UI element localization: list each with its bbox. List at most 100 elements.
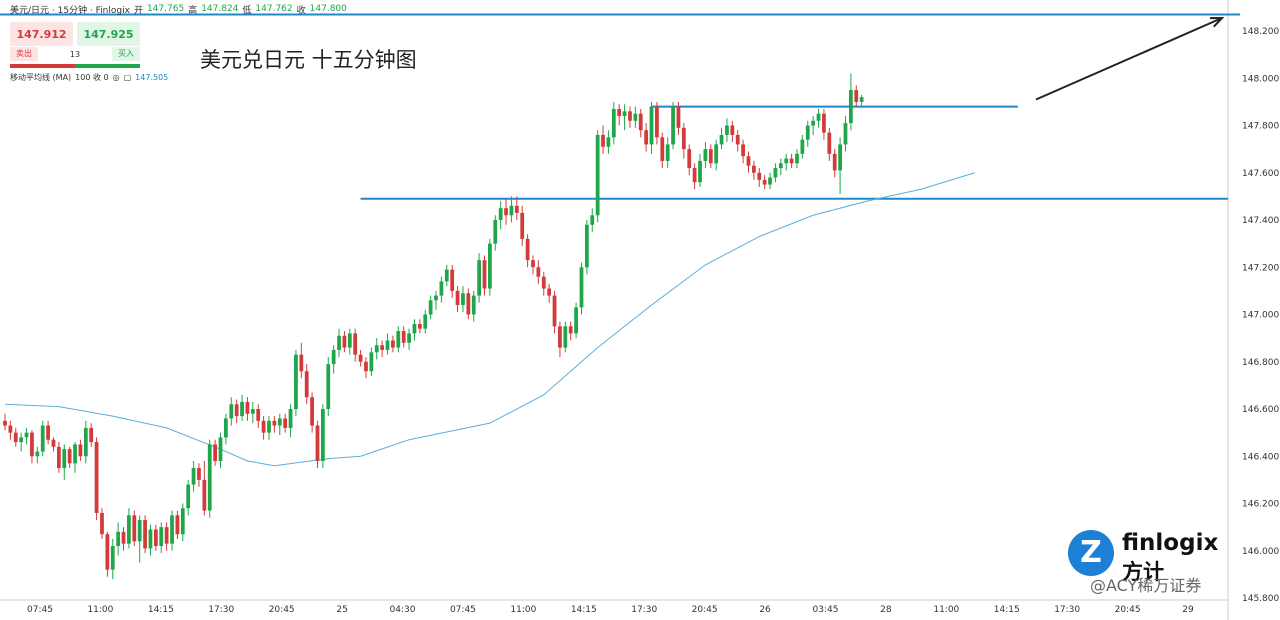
- sell-button[interactable]: 卖出: [10, 47, 38, 61]
- candle-body: [574, 307, 578, 334]
- candle-body: [326, 364, 331, 409]
- candle-body: [73, 444, 77, 464]
- candle-body: [601, 134, 605, 147]
- candle-body: [461, 293, 465, 306]
- delete-icon[interactable]: ▢: [123, 73, 132, 82]
- logo-brand: finlogix: [1122, 530, 1219, 556]
- x-tick-label: 28: [880, 605, 892, 615]
- candle-body: [294, 354, 298, 409]
- candle-body: [795, 153, 799, 164]
- candle-body: [407, 333, 411, 343]
- candle-body: [256, 409, 261, 421]
- candle-body: [471, 295, 476, 315]
- candle-body: [110, 546, 115, 570]
- candle-body: [751, 165, 756, 173]
- candle-body: [380, 345, 385, 350]
- candle-body: [148, 529, 153, 549]
- ma-indicator-legend[interactable]: 移动平均线 (MA) 100 收 0 ◎ ▢ 147.505: [10, 72, 168, 83]
- candle-body: [46, 425, 50, 440]
- ma-label: 移动平均线 (MA): [10, 73, 72, 82]
- candle-body: [3, 420, 7, 426]
- candle-body: [509, 205, 514, 216]
- candle-body: [153, 529, 158, 547]
- x-tick-label: 03:45: [813, 605, 839, 615]
- candle-body: [741, 144, 745, 157]
- candle-body: [186, 484, 191, 509]
- x-tick-label: 04:30: [390, 605, 416, 615]
- candle-body: [170, 515, 174, 544]
- candle-body: [703, 149, 708, 161]
- candle-body: [89, 427, 94, 443]
- candle-body: [504, 208, 508, 216]
- x-tick-label: 07:45: [450, 605, 476, 615]
- candle-body: [277, 418, 282, 426]
- candle-body: [805, 125, 810, 140]
- candle-body: [224, 418, 228, 438]
- candle-body: [525, 238, 530, 261]
- candle-body: [493, 220, 498, 244]
- candle-body: [143, 520, 147, 549]
- logo-mark-icon: Z: [1068, 530, 1114, 576]
- symbol-label[interactable]: 美元/日元 · 15分钟 · Finlogix: [10, 5, 130, 16]
- buy-button[interactable]: 买入: [112, 47, 140, 61]
- close-value: 147.800: [309, 4, 347, 14]
- candle-body: [250, 409, 255, 414]
- candle-body: [595, 134, 600, 216]
- candle-body: [207, 444, 212, 511]
- candle-body: [590, 215, 595, 225]
- candle-body: [848, 90, 853, 124]
- watermark: @ACY稀万证券: [1090, 576, 1202, 595]
- eye-icon[interactable]: ◎: [112, 73, 120, 82]
- candle-body: [827, 132, 832, 154]
- finlogix-logo: Z finlogix 方计: [1068, 530, 1228, 600]
- candle-body: [660, 137, 665, 161]
- open-label: 开: [133, 5, 143, 16]
- buy-price-button[interactable]: 147.925: [77, 22, 140, 46]
- candle-body: [299, 354, 304, 372]
- ma-params: 100 收 0: [75, 73, 109, 82]
- candle-body: [272, 420, 277, 426]
- candle-body: [698, 160, 702, 183]
- candle-body: [671, 106, 675, 145]
- candle-body: [558, 326, 562, 348]
- quantity-field[interactable]: 13: [69, 49, 81, 59]
- ohlc-header: 美元/日元 · 15分钟 · Finlogix 开 147.765 高 147.…: [10, 2, 347, 16]
- sell-price-button[interactable]: 147.912: [10, 22, 73, 46]
- x-tick-label: 20:45: [692, 605, 718, 615]
- y-tick-label: 148.000: [1242, 74, 1279, 84]
- candle-body: [579, 267, 584, 308]
- x-tick-label: 26: [759, 605, 771, 615]
- candle-body: [267, 420, 271, 433]
- candle-body: [94, 442, 99, 513]
- candle-body: [240, 401, 244, 417]
- x-tick-label: 14:15: [148, 605, 174, 615]
- candle-body: [843, 123, 848, 145]
- candle-body: [202, 479, 207, 511]
- low-label: 低: [242, 5, 252, 16]
- candle-body: [374, 345, 379, 353]
- x-tick-label: 20:45: [1115, 605, 1141, 615]
- candle-body: [310, 397, 314, 426]
- high-value: 147.824: [201, 4, 239, 14]
- candle-body: [450, 269, 455, 291]
- candle-body: [288, 409, 293, 428]
- candle-body: [439, 281, 444, 296]
- candle-body: [466, 293, 471, 315]
- candle-body: [611, 108, 616, 138]
- candle-body: [358, 354, 363, 362]
- candle-body: [784, 158, 789, 164]
- y-tick-label: 148.200: [1242, 27, 1279, 37]
- candle-body: [116, 531, 121, 547]
- candle-body: [859, 97, 864, 102]
- candle-body: [56, 446, 61, 469]
- candle-body: [455, 290, 460, 306]
- candle-body: [584, 224, 589, 268]
- candle-body: [337, 335, 341, 350]
- candle-body: [245, 401, 250, 414]
- candle-body: [746, 156, 751, 166]
- y-tick-label: 147.800: [1242, 122, 1279, 132]
- chart-title: 美元兑日元 十五分钟图: [200, 48, 417, 72]
- candle-body: [811, 120, 816, 126]
- x-tick-label: 14:15: [994, 605, 1020, 615]
